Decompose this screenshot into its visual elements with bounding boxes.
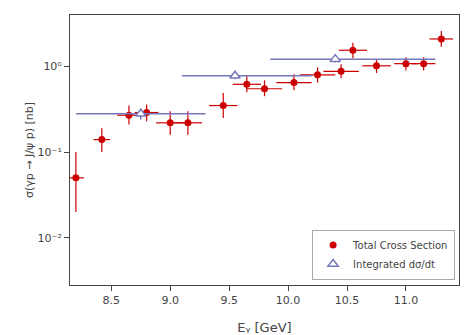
svg-text:Total Cross Section: Total Cross Section <box>352 240 447 251</box>
svg-text:9.5: 9.5 <box>220 294 238 307</box>
svg-text:10.5: 10.5 <box>335 294 360 307</box>
svg-text:10⁰: 10⁰ <box>43 60 62 73</box>
svg-text:9.0: 9.0 <box>161 294 179 307</box>
svg-text:10.0: 10.0 <box>276 294 301 307</box>
svg-text:Integrated dσ/dt: Integrated dσ/dt <box>353 259 435 270</box>
svg-text:10⁻¹: 10⁻¹ <box>38 146 62 159</box>
svg-text:8.5: 8.5 <box>103 294 121 307</box>
svg-text:Eᵧ [GeV]: Eᵧ [GeV] <box>237 320 291 335</box>
svg-text:11.0: 11.0 <box>394 294 419 307</box>
svg-text:10⁻²: 10⁻² <box>38 232 62 245</box>
svg-text:σ(γp → J/ψ p) [nb]: σ(γp → J/ψ p) [nb] <box>23 102 36 198</box>
